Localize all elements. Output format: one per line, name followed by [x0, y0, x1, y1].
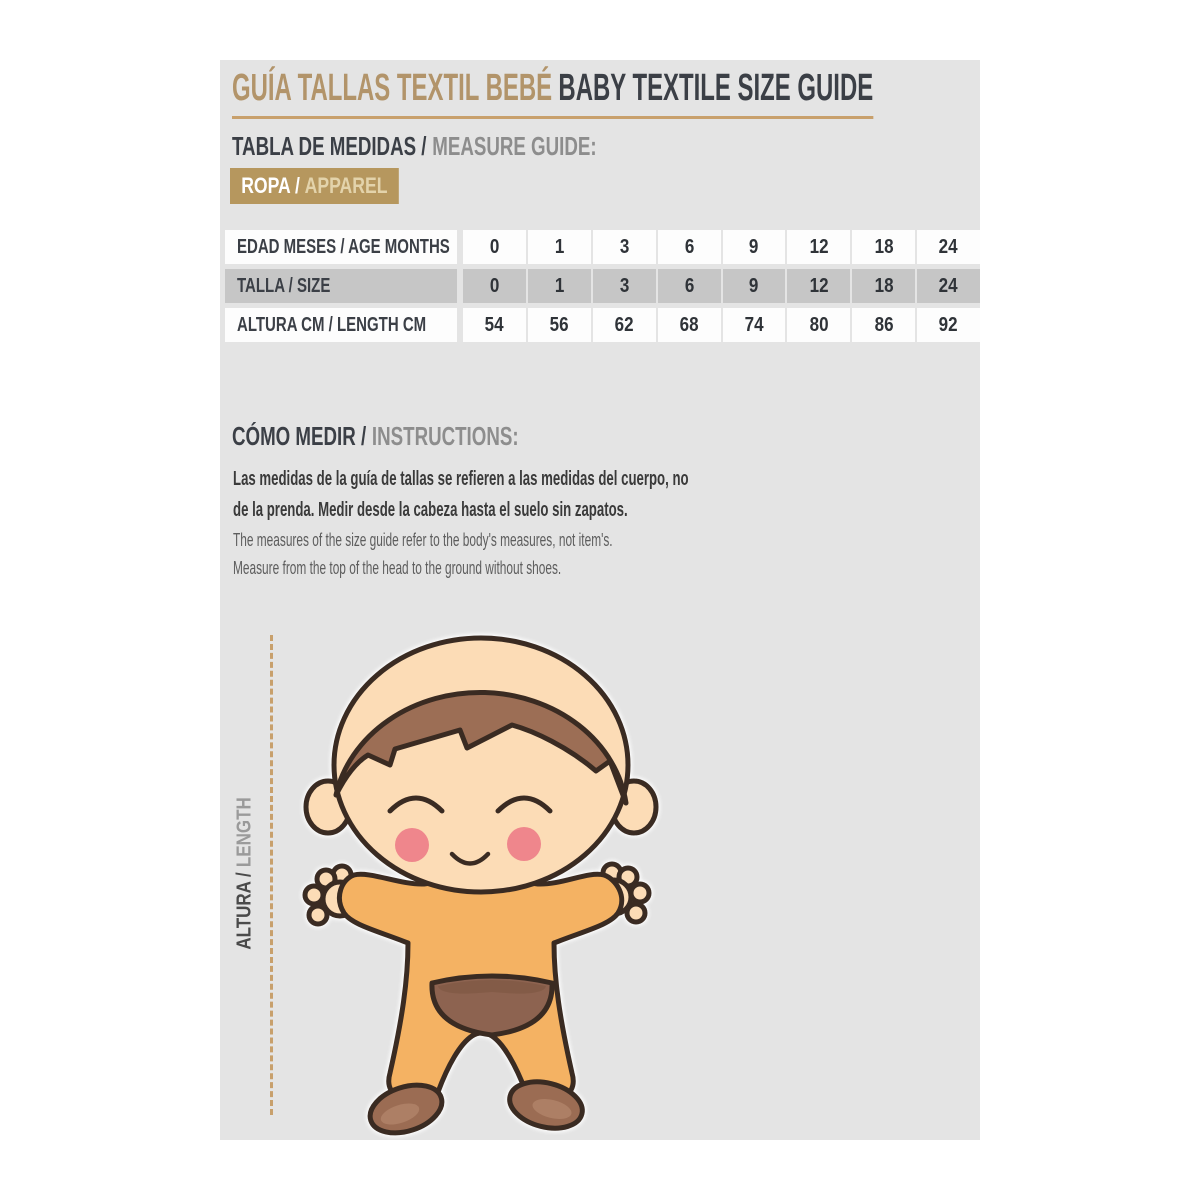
- size-table-value-cell: 0: [463, 269, 526, 303]
- instructions-heading-en: INSTRUCTIONS:: [371, 421, 519, 451]
- size-table-value-cell: 92: [917, 308, 980, 342]
- size-table-value-cell: 24: [917, 230, 980, 264]
- instructions-text-en-line2: Measure from the top of the head to the …: [233, 558, 562, 578]
- instructions-heading-es: CÓMO MEDIR /: [232, 421, 367, 451]
- table-row: EDAD MESES / AGE MONTHS 0 1 3 6 9 12 18 24: [225, 230, 980, 264]
- size-table-value-cell: 80: [787, 308, 851, 342]
- page-title-es: GUÍA TALLAS TEXTIL BEBÉ: [232, 67, 553, 109]
- size-table-value-cell: 18: [852, 269, 916, 303]
- measure-guide-heading-es: TABLA DE MEDIDAS /: [232, 131, 427, 161]
- apparel-badge-es: ROPA /: [241, 173, 300, 198]
- baby-illustration: [302, 635, 659, 1136]
- size-table-label-cell: TALLA / SIZE: [225, 269, 457, 303]
- size-table-value-cell: 9: [722, 230, 786, 264]
- size-table-value-cell: 1: [527, 269, 591, 303]
- size-table-value-cell: 3: [592, 269, 656, 303]
- size-table-label-cell: EDAD MESES / AGE MONTHS: [225, 230, 457, 264]
- baby-head: [331, 635, 631, 895]
- size-table-value-cell: 6: [657, 269, 721, 303]
- page-title: GUÍA TALLAS TEXTIL BEBÉ BABY TEXTILE SIZE…: [232, 66, 1200, 119]
- size-table-value-cell: 0: [463, 230, 526, 264]
- height-axis-label-en: LENGTH: [233, 797, 256, 868]
- baby-left-boot-highlight: [380, 1103, 420, 1125]
- size-table-value-cell: 12: [787, 269, 851, 303]
- size-guide-panel: GUÍA TALLAS TEXTIL BEBÉ BABY TEXTILE SIZE…: [220, 60, 980, 1140]
- size-table: EDAD MESES / AGE MONTHS 0 1 3 6 9 12 18 24 TALLA …: [225, 230, 980, 347]
- height-measure-dashed-line: [270, 635, 273, 1115]
- baby-mouth: [449, 851, 491, 866]
- size-table-value-cell: 86: [852, 308, 916, 342]
- size-table-value-cell: 12: [787, 230, 851, 264]
- baby-hair: [333, 689, 629, 806]
- instructions-text-es-line1: Las medidas de la guía de tallas se refi…: [233, 468, 689, 490]
- size-table-value-cell: 56: [527, 308, 591, 342]
- size-table-value-cell: 24: [917, 269, 980, 303]
- measure-guide-heading-en: MEASURE GUIDE:: [432, 131, 597, 161]
- height-axis-label-es: ALTURA /: [233, 872, 256, 950]
- height-axis-label: ALTURA / LENGTH: [234, 770, 257, 949]
- table-row: ALTURA CM / LENGTH CM 54 56 62 68 74 80 86 92: [225, 308, 980, 342]
- size-table-value-cell: 62: [592, 308, 656, 342]
- measure-guide-heading: TABLA DE MEDIDAS / MEASURE GUIDE:: [232, 132, 738, 160]
- size-table-value-cell: 74: [722, 308, 786, 342]
- apparel-badge-en: APPAREL: [304, 173, 388, 198]
- baby-eyes: [387, 795, 553, 814]
- instructions-text-en: The measures of the size guide refer to …: [233, 526, 808, 582]
- baby-tummy-patch-shade: [438, 980, 546, 994]
- size-table-value-cell: 68: [657, 308, 721, 342]
- size-table-label-cell: ALTURA CM / LENGTH CM: [225, 308, 457, 342]
- apparel-category-badge: ROPA / APPAREL: [230, 168, 399, 204]
- baby-right-boot-highlight: [532, 1099, 572, 1119]
- baby-left-cheek: [395, 828, 429, 862]
- page-title-en: BABY TEXTILE SIZE GUIDE: [558, 67, 874, 109]
- size-table-value-cell: 18: [852, 230, 916, 264]
- instructions-heading: CÓMO MEDIR / INSTRUCTIONS:: [232, 422, 630, 450]
- size-table-value-cell: 1: [527, 230, 591, 264]
- table-row: TALLA / SIZE 0 1 3 6 9 12 18 24: [225, 269, 980, 303]
- baby-right-cheek: [507, 827, 541, 861]
- size-table-value-cell: 54: [463, 308, 526, 342]
- instructions-text-es: Las medidas de la guía de tallas se refi…: [233, 464, 923, 526]
- instructions-text-es-line2: de la prenda. Medir desde la cabeza hast…: [233, 499, 628, 521]
- size-table-value-cell: 3: [592, 230, 656, 264]
- instructions-text-en-line1: The measures of the size guide refer to …: [233, 530, 613, 550]
- size-table-value-cell: 6: [657, 230, 721, 264]
- size-table-value-cell: 9: [722, 269, 786, 303]
